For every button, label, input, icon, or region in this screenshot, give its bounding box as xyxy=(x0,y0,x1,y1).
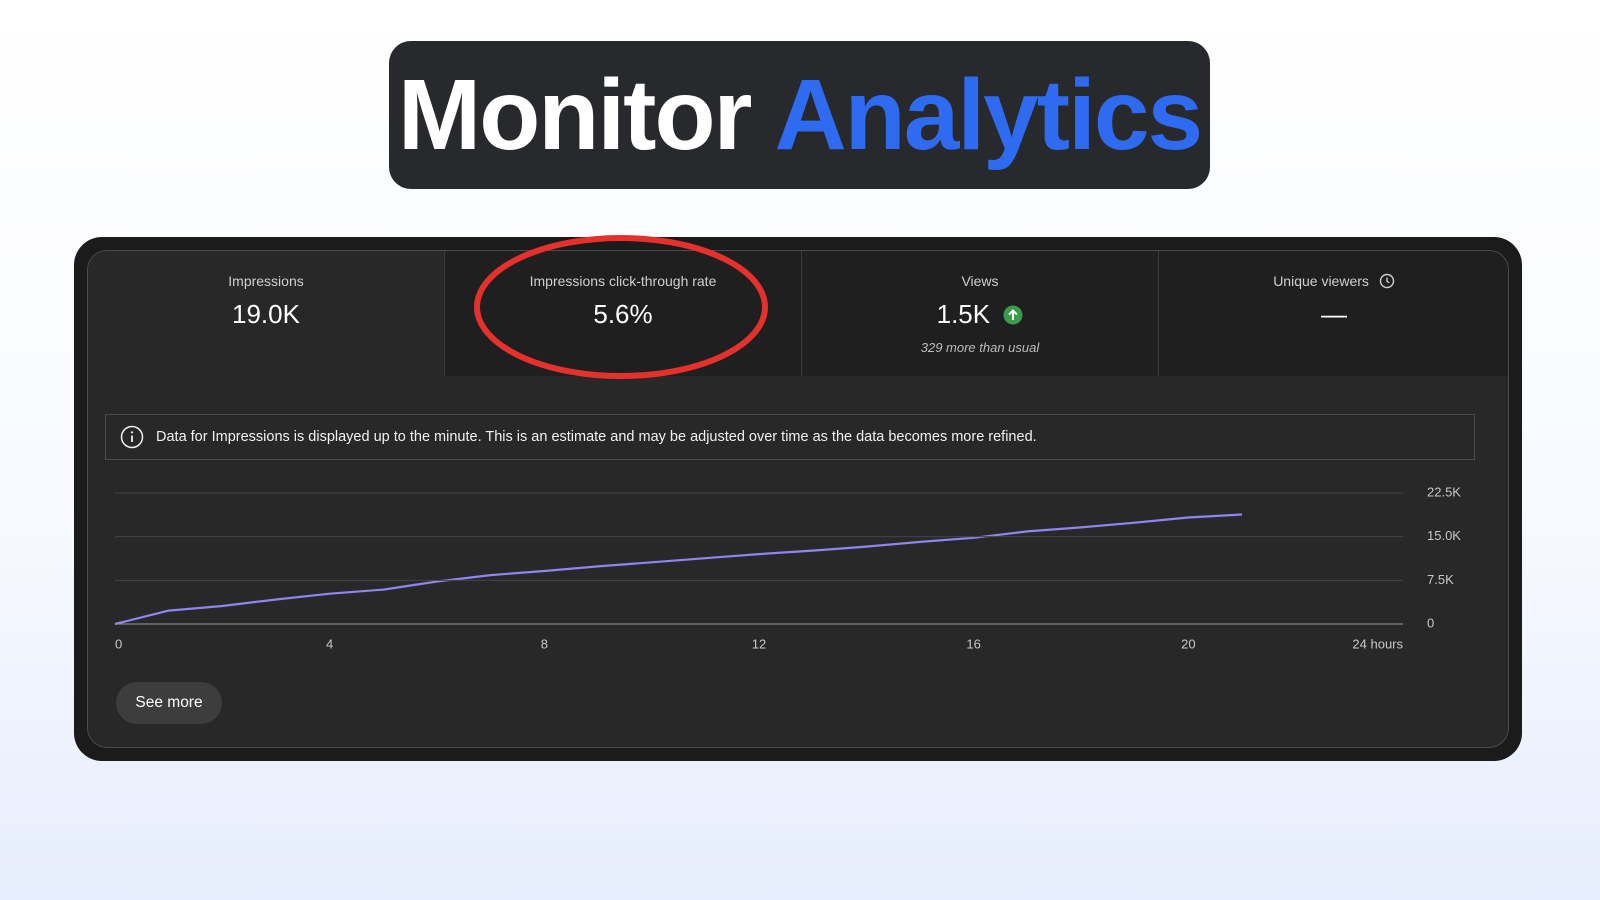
metric-value: 5.6% xyxy=(593,299,653,329)
metric-tab[interactable]: Unique viewers — xyxy=(1158,251,1508,376)
clock-icon xyxy=(1379,273,1394,289)
metric-value-text: 1.5K xyxy=(936,299,991,329)
analytics-card: Impressions 19.0K Impressions click-thro… xyxy=(87,250,1509,748)
metric-value: 1.5K xyxy=(802,299,1158,330)
analytics-panel: Impressions 19.0K Impressions click-thro… xyxy=(74,237,1522,761)
see-more-button[interactable]: See more xyxy=(116,682,222,724)
info-icon xyxy=(120,425,144,449)
title-banner: Monitor Analytics xyxy=(389,41,1210,189)
metric-label: Unique viewers xyxy=(1159,273,1508,289)
up-icon xyxy=(1003,305,1023,325)
title-word: Analytics xyxy=(774,58,1203,171)
info-notice: Data for Impressions is displayed up to … xyxy=(105,414,1475,460)
notice-text: Data for Impressions is displayed up to … xyxy=(156,429,1037,445)
metric-value: — xyxy=(1321,299,1347,329)
title-word: Monitor xyxy=(397,58,753,171)
metric-value: 19.0K xyxy=(232,299,300,329)
metric-label: Impressions click-through rate xyxy=(529,273,717,289)
metric-tab[interactable]: Impressions click-through rate 5.6% xyxy=(444,251,801,376)
metric-label-text: Unique viewers xyxy=(1273,273,1369,289)
metric-note: 329 more than usual xyxy=(920,340,1040,355)
metric-label: Views xyxy=(961,273,999,289)
metric-label: Impressions xyxy=(228,273,304,289)
metric-tab[interactable]: Impressions 19.0K xyxy=(88,251,444,376)
metric-tab[interactable]: Views 1.5K 329 more than usual xyxy=(801,251,1158,376)
